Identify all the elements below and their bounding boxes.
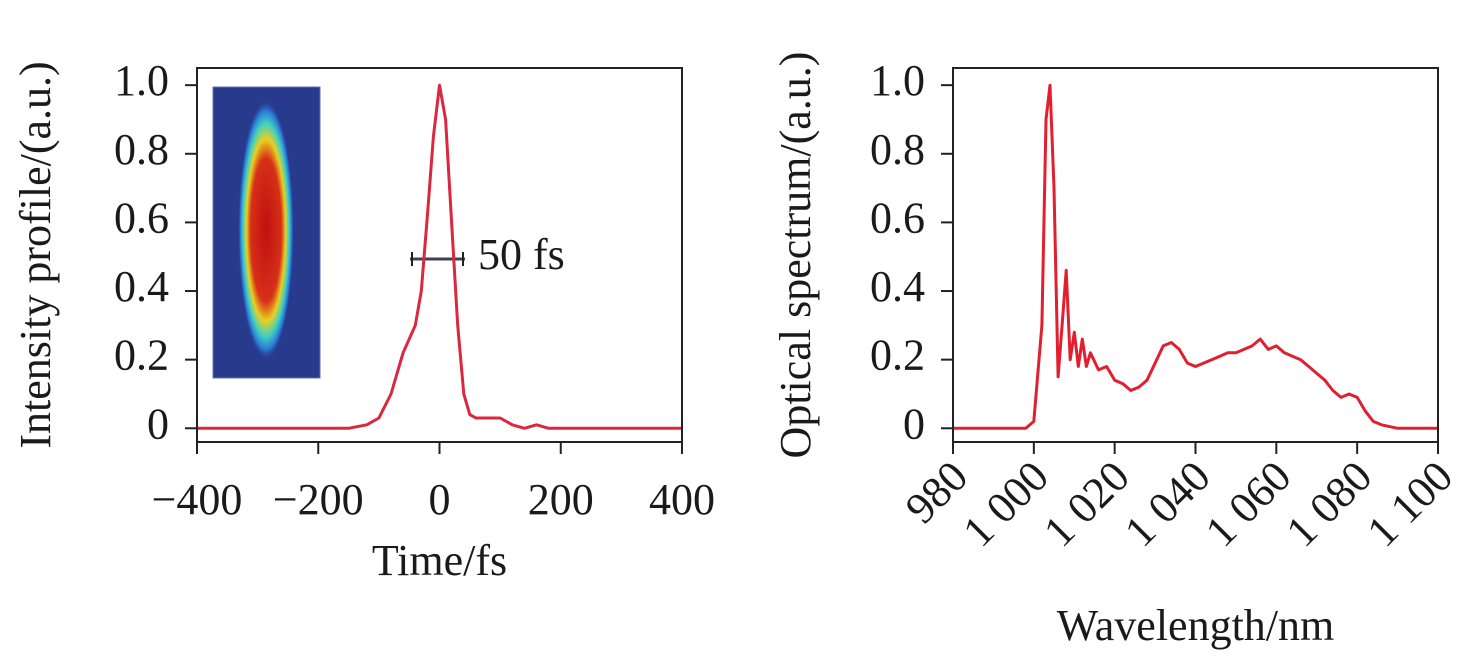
x-axis-label: Time/fs [372,536,507,585]
y-tick-label: 0 [903,399,925,448]
x-axis-label: Wavelength/nm [1057,601,1335,650]
plot-frame [952,67,1439,443]
y-tick-label: 0.8 [870,125,925,174]
annotation: 50 fs [478,230,565,279]
y-axis-label: Optical spectrum/(a.u.) [771,52,820,459]
y-tick-label: 0.6 [114,193,169,242]
x-tick-label: 1 080 [1277,452,1382,557]
x-tick-label: 1 060 [1196,452,1301,557]
x-tick-label: 1 040 [1115,452,1220,557]
y-tick-label: 1.0 [870,56,925,105]
y-tick-label: 0.4 [114,262,169,311]
data-line [197,83,682,430]
y-tick-label: 0 [147,399,169,448]
inset-image [212,86,321,379]
x-tick-label: 1 000 [953,452,1058,557]
y-tick-label: 0.2 [114,331,169,380]
x-tick-label: −400 [152,475,243,524]
y-tick-label: 0.2 [870,331,925,380]
data-line [953,83,1438,430]
y-tick-label: 1.0 [114,56,169,105]
y-tick-label: 0.6 [870,193,925,242]
y-tick-label: 0.8 [114,125,169,174]
fwhm-arrow [410,252,465,266]
x-tick-label: 1 100 [1358,452,1463,557]
y-axis-label: Intensity profile/(a.u.) [11,61,60,448]
x-tick-label: 200 [528,475,594,524]
x-tick-label: 400 [649,475,715,524]
x-tick-label: −200 [273,475,364,524]
y-tick-label: 0.4 [870,262,925,311]
x-tick-label: 0 [429,475,451,524]
x-tick-label: 1 020 [1034,452,1139,557]
